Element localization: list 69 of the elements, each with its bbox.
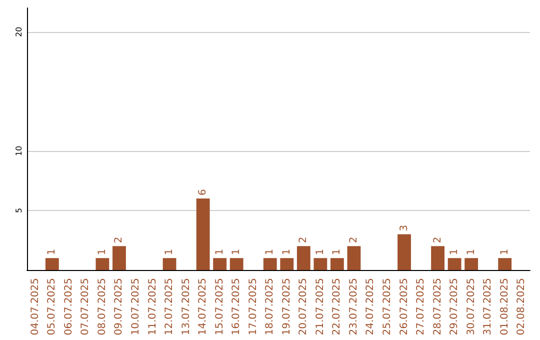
data-label: 1 <box>164 248 176 256</box>
bar <box>347 246 361 270</box>
x-tick-label: 22.07.2025 <box>332 278 343 336</box>
data-label: 1 <box>499 248 510 256</box>
data-label: 1 <box>231 248 242 256</box>
x-tick-label: 27.07.2025 <box>416 278 427 336</box>
data-label: 6 <box>198 189 209 196</box>
x-tick-label: 11.07.2025 <box>147 278 158 336</box>
bar <box>162 258 176 270</box>
x-tick-label: 23.07.2025 <box>348 278 360 336</box>
x-tick-label: 20.07.2025 <box>298 278 310 336</box>
bar <box>196 198 210 270</box>
x-tick-label: 31.07.2025 <box>482 278 494 336</box>
x-tick-label: 10.07.2025 <box>130 278 142 336</box>
data-label: 2 <box>348 236 360 244</box>
bar <box>280 258 294 270</box>
x-tick-label: 13.07.2025 <box>180 278 192 336</box>
data-label: 2 <box>298 236 310 244</box>
x-tick-label: 28.07.2025 <box>432 278 444 336</box>
data-label: 2 <box>114 236 125 244</box>
x-tick-label: 21.07.2025 <box>314 278 326 336</box>
x-tick-label: 29.07.2025 <box>449 278 460 336</box>
x-tick-label: 06.07.2025 <box>63 278 74 336</box>
bar <box>431 246 444 270</box>
x-tick-label: 25.07.2025 <box>382 278 393 336</box>
bar <box>112 246 126 270</box>
y-tick-label: 5 <box>14 208 24 213</box>
x-tick-label: 26.07.2025 <box>398 278 410 336</box>
data-label: 1 <box>214 248 226 256</box>
bar <box>296 246 310 270</box>
x-tick-label: 18.07.2025 <box>264 278 276 336</box>
x-tick-label: 08.07.2025 <box>96 278 108 336</box>
y-tick-label: 10 <box>14 146 24 156</box>
bar <box>263 258 277 270</box>
x-tick-label: 01.08.2025 <box>499 278 510 336</box>
x-tick-label: 02.08.2025 <box>516 278 528 336</box>
x-tick-label: 30.07.2025 <box>466 278 477 336</box>
x-tick-label: 12.07.2025 <box>164 278 176 336</box>
x-tick-label: 16.07.2025 <box>231 278 242 336</box>
data-label: 1 <box>314 248 326 256</box>
data-label: 2 <box>432 236 444 244</box>
data-label: 1 <box>264 248 276 256</box>
bar <box>314 258 328 270</box>
data-label: 1 <box>332 248 343 256</box>
x-tick-label: 09.07.2025 <box>114 278 125 336</box>
data-label: 1 <box>46 248 58 256</box>
bar <box>448 258 462 270</box>
data-label: 1 <box>96 248 108 256</box>
bar <box>464 258 478 270</box>
x-tick-label: 17.07.2025 <box>248 278 259 336</box>
x-tick-label: 05.07.2025 <box>46 278 58 336</box>
x-tick-label: 04.07.2025 <box>30 278 41 336</box>
data-label: 1 <box>449 248 460 256</box>
y-tick-label: 20 <box>14 26 24 37</box>
x-tick-label: 07.07.2025 <box>80 278 92 336</box>
bar <box>330 258 344 270</box>
x-tick-label: 14.07.2025 <box>198 278 209 336</box>
x-tick-label: 24.07.2025 <box>365 278 376 336</box>
data-label: 1 <box>281 248 292 256</box>
x-tick-label: 15.07.2025 <box>214 278 226 336</box>
bar <box>45 258 59 270</box>
data-label: 3 <box>398 224 410 232</box>
bar <box>498 258 512 270</box>
x-tick-label: 19.07.2025 <box>281 278 292 336</box>
bar <box>398 234 411 270</box>
bar <box>230 258 244 270</box>
bar <box>213 258 227 270</box>
data-label: 1 <box>466 248 477 256</box>
bar <box>96 258 110 270</box>
